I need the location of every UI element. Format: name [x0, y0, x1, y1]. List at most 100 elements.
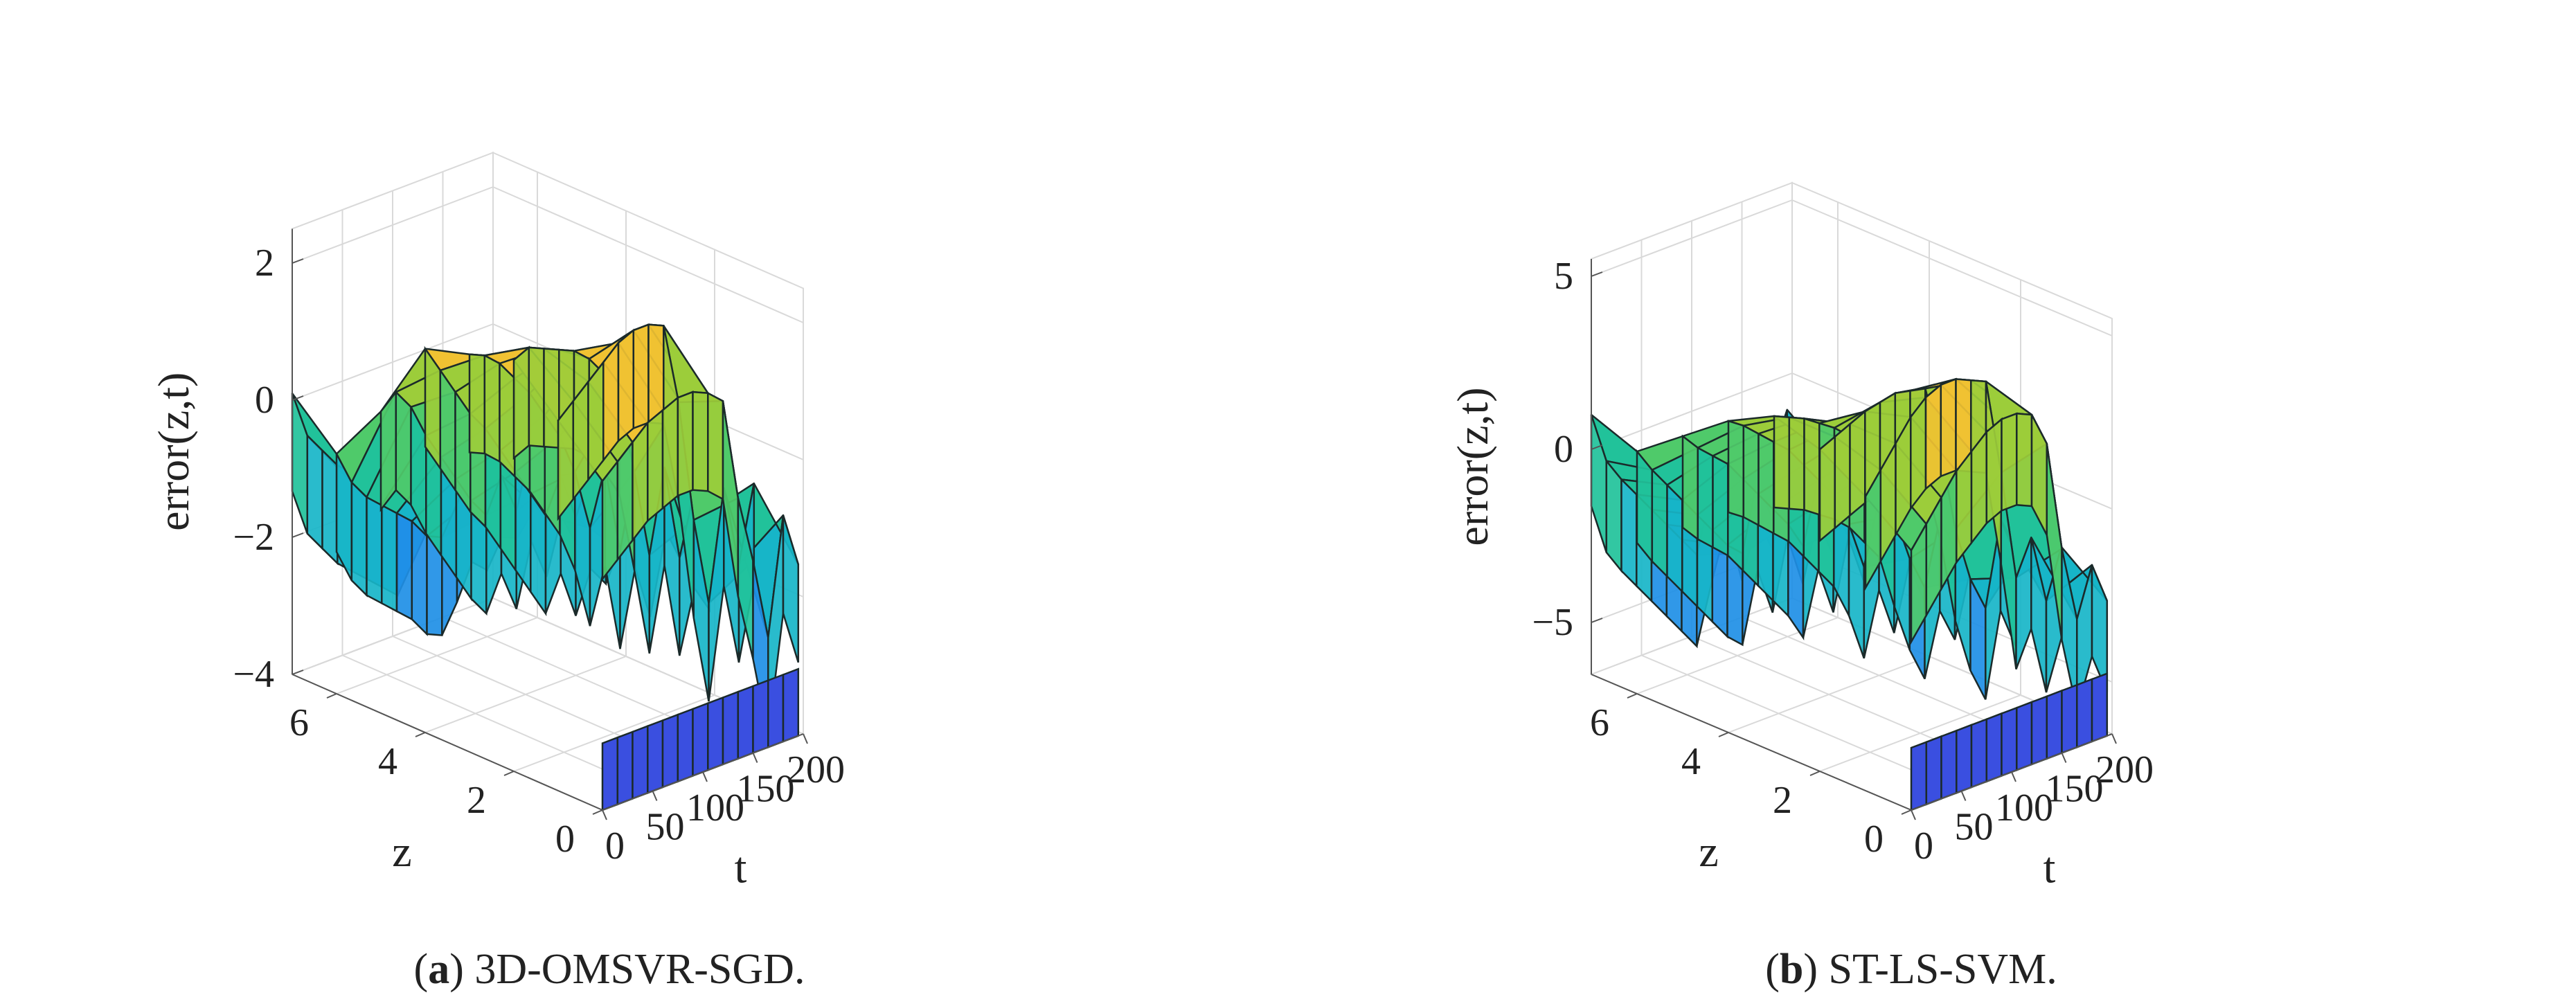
z-tick-label: 0: [1864, 818, 1884, 861]
surface-base-patch: [632, 724, 649, 800]
surface-curtain: [557, 398, 575, 521]
error-tick-label: 0: [255, 379, 274, 422]
axis-line-1: [292, 674, 603, 811]
surface-curtain: [366, 496, 383, 605]
surface-curtain: [1970, 429, 1988, 546]
z-tick: [326, 693, 337, 699]
error-axis-label: error(z,t): [149, 372, 198, 531]
t-axis-label: t: [735, 843, 747, 892]
surface-curtain: [512, 345, 530, 460]
caption-b-letter: b: [1780, 946, 1803, 993]
surface-base-patch: [616, 730, 634, 806]
surface-base-patch: [782, 667, 800, 743]
t-tick: [702, 771, 708, 782]
t-tick-label: 150: [2046, 768, 2104, 811]
surface-base-patch: [677, 708, 694, 783]
error-tick: [292, 670, 304, 675]
surface-base-patch: [2016, 701, 2033, 772]
t-tick: [652, 791, 658, 801]
surface-curtain: [1620, 477, 1638, 589]
surface-curtain: [692, 390, 709, 492]
grid-line-e: [292, 323, 494, 401]
surface-curtain: [1924, 383, 1942, 491]
surface-base-patch: [2076, 678, 2093, 749]
surface-curtain: [587, 359, 605, 483]
surface-curtain: [1605, 458, 1622, 574]
z-tick: [1901, 809, 1912, 815]
surface-curtain: [782, 514, 800, 663]
grid-line-t: [1641, 654, 1962, 792]
z-tick: [503, 771, 515, 776]
error-tick: [292, 532, 304, 538]
surface-curtain: [1834, 422, 1851, 530]
error-tick-label: 2: [255, 242, 274, 285]
error-tick-label: −4: [233, 653, 274, 696]
surface-curtain: [1742, 424, 1760, 527]
surface-base-patch: [1910, 740, 1928, 811]
t-tick: [1960, 791, 1967, 801]
surface-curtain: [1666, 483, 1683, 594]
t-tick-label: 50: [1955, 806, 1994, 849]
surface-base-patch: [767, 673, 785, 749]
surface-curtain: [439, 367, 456, 493]
caption-b-text: ST-LS-SVM.: [1818, 946, 2057, 993]
surface-base-patch: [2046, 689, 2063, 760]
surface-base-patch: [737, 685, 754, 760]
surface-curtain: [411, 519, 428, 636]
error-axis-label: error(z,t): [1448, 387, 1497, 546]
surface-curtain: [395, 390, 412, 508]
surface-base-patch: [2061, 683, 2078, 755]
z-tick-label: 6: [289, 701, 309, 744]
error-tick-label: −2: [233, 516, 274, 559]
surface-curtain: [395, 512, 413, 621]
grid-line-e: [1791, 199, 2113, 336]
surface-curtain: [2016, 412, 2033, 508]
t-tick-label: 0: [605, 825, 625, 868]
z-tick: [415, 732, 426, 737]
surface-curtain: [707, 391, 724, 501]
caption-a: (a) 3D-OMSVR-SGD.: [414, 946, 805, 993]
t-tick-label: 150: [737, 768, 795, 811]
surface-curtain: [381, 503, 398, 613]
surface-curtain: [677, 390, 694, 497]
surface-base-patch: [2091, 672, 2109, 743]
grid-line-z: [424, 656, 627, 733]
error-tick-label: 5: [1554, 255, 1573, 298]
error-tick: [292, 395, 304, 401]
surface-base-patch: [1940, 729, 1958, 800]
t-axis-label: t: [2043, 843, 2056, 892]
surface-curtain: [528, 346, 545, 448]
surface-curtain: [1697, 446, 1714, 549]
grid-line-z: [336, 617, 538, 694]
surface-curtain: [1712, 454, 1729, 557]
surface-base-patch: [692, 701, 709, 778]
t-tick-label: 100: [686, 787, 744, 829]
surface-base-patch: [722, 690, 740, 766]
surface-curtain: [1940, 377, 1957, 478]
error-tick: [1591, 618, 1603, 623]
surface-curtain: [647, 323, 665, 425]
z-tick-label: 0: [555, 818, 575, 861]
surface-curtain: [1803, 417, 1821, 516]
surface-base-patch: [1925, 735, 1942, 806]
z-tick: [1627, 693, 1638, 699]
z-tick-label: 4: [378, 740, 397, 783]
error-tick: [1591, 271, 1603, 277]
surface-curtain: [1727, 420, 1745, 519]
surface-curtain: [2091, 564, 2109, 693]
surface-curtain: [1985, 417, 2003, 526]
caption-a-text: 3D-OMSVR-SGD.: [464, 946, 805, 993]
grid-line-z: [1819, 694, 2021, 772]
surface-base-patch: [2001, 706, 2018, 778]
surface-curtain: [1849, 409, 1866, 518]
surface-base-patch: [752, 679, 769, 755]
t-tick: [2111, 733, 2117, 744]
surface-curtain: [1757, 432, 1775, 535]
surface-curtain: [306, 433, 323, 551]
